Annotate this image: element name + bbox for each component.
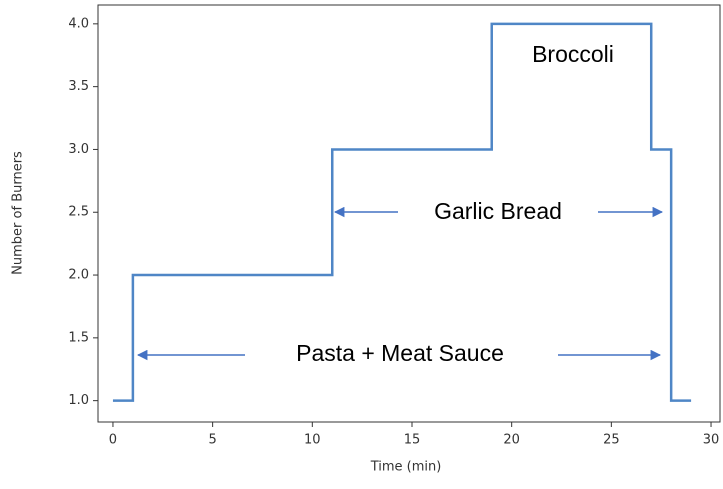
x-tick-label: 5 [208,433,216,448]
x-tick-label: 20 [503,433,520,448]
y-tick-label: 4.0 [68,16,89,31]
data-line [112,22,692,402]
plot-frame [97,4,721,423]
annotation: Garlic Bread [434,198,562,224]
x-tick-label: 0 [109,433,117,448]
y-tick-label: 1.0 [68,393,89,408]
annotation: Broccoli [532,41,614,67]
y-tick-label: 1.5 [68,330,89,345]
y-tick-label: 2.0 [68,268,89,283]
x-tick-label: 30 [703,433,720,448]
x-tick-label: 15 [404,433,421,448]
x-tick-label: 10 [304,433,321,448]
y-axis-label: Number of Burners [11,151,26,275]
annotation: Pasta + Meat Sauce [296,340,504,366]
y-tick-label: 3.5 [68,79,89,94]
x-tick-label: 25 [603,433,620,448]
y-tick-label: 3.0 [68,142,89,157]
x-axis-label: Time (min) [370,460,442,475]
y-tick-label: 2.5 [68,205,89,220]
